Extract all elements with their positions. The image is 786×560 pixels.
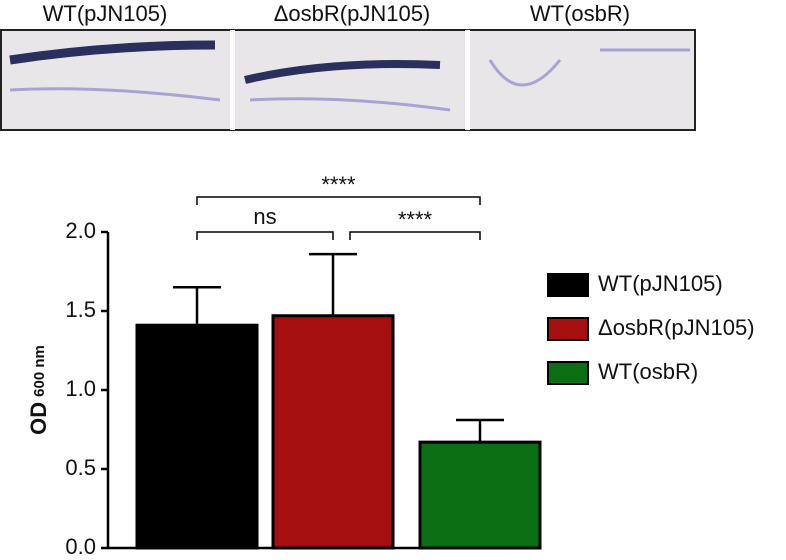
- y-tick-label: 1.5: [65, 297, 96, 322]
- y-tick-label: 0.5: [65, 455, 96, 480]
- panel-label: ΔosbR(pJN105): [274, 1, 431, 26]
- y-tick-label: 0.0: [65, 534, 96, 559]
- significance-bracket: [196, 196, 481, 205]
- photo-divider: [465, 30, 470, 130]
- legend-swatch: [547, 361, 589, 385]
- stain-ring: [244, 60, 441, 84]
- y-axis-label: OD 600 nm: [26, 345, 51, 435]
- significance-bracket: [349, 231, 481, 240]
- significance-label: ns: [253, 204, 276, 229]
- panel-label: WT(osbR): [530, 1, 630, 26]
- bar: [271, 314, 395, 550]
- significance-bracket: [196, 231, 334, 240]
- bar: [135, 323, 259, 550]
- photo-strip: [0, 29, 696, 131]
- legend-swatch: [547, 273, 589, 297]
- legend-label: WT(osbR): [598, 359, 698, 384]
- y-tick-label: 2.0: [65, 218, 96, 243]
- stain-ring: [9, 40, 216, 65]
- stain-trace: [9, 48, 690, 112]
- y-axis-label-main: OD: [26, 402, 51, 435]
- panel-label: WT(pJN105): [43, 1, 168, 26]
- photo-divider: [230, 30, 235, 130]
- bar: [418, 440, 542, 550]
- significance-label: ****: [398, 207, 433, 232]
- y-axis-label-sub: 600 nm: [31, 345, 48, 397]
- y-tick-label: 1.0: [65, 376, 96, 401]
- legend-label: WT(pJN105): [598, 271, 723, 296]
- significance-label: ****: [321, 172, 356, 197]
- legend-label: ΔosbR(pJN105): [598, 315, 755, 340]
- legend-swatch: [547, 317, 589, 341]
